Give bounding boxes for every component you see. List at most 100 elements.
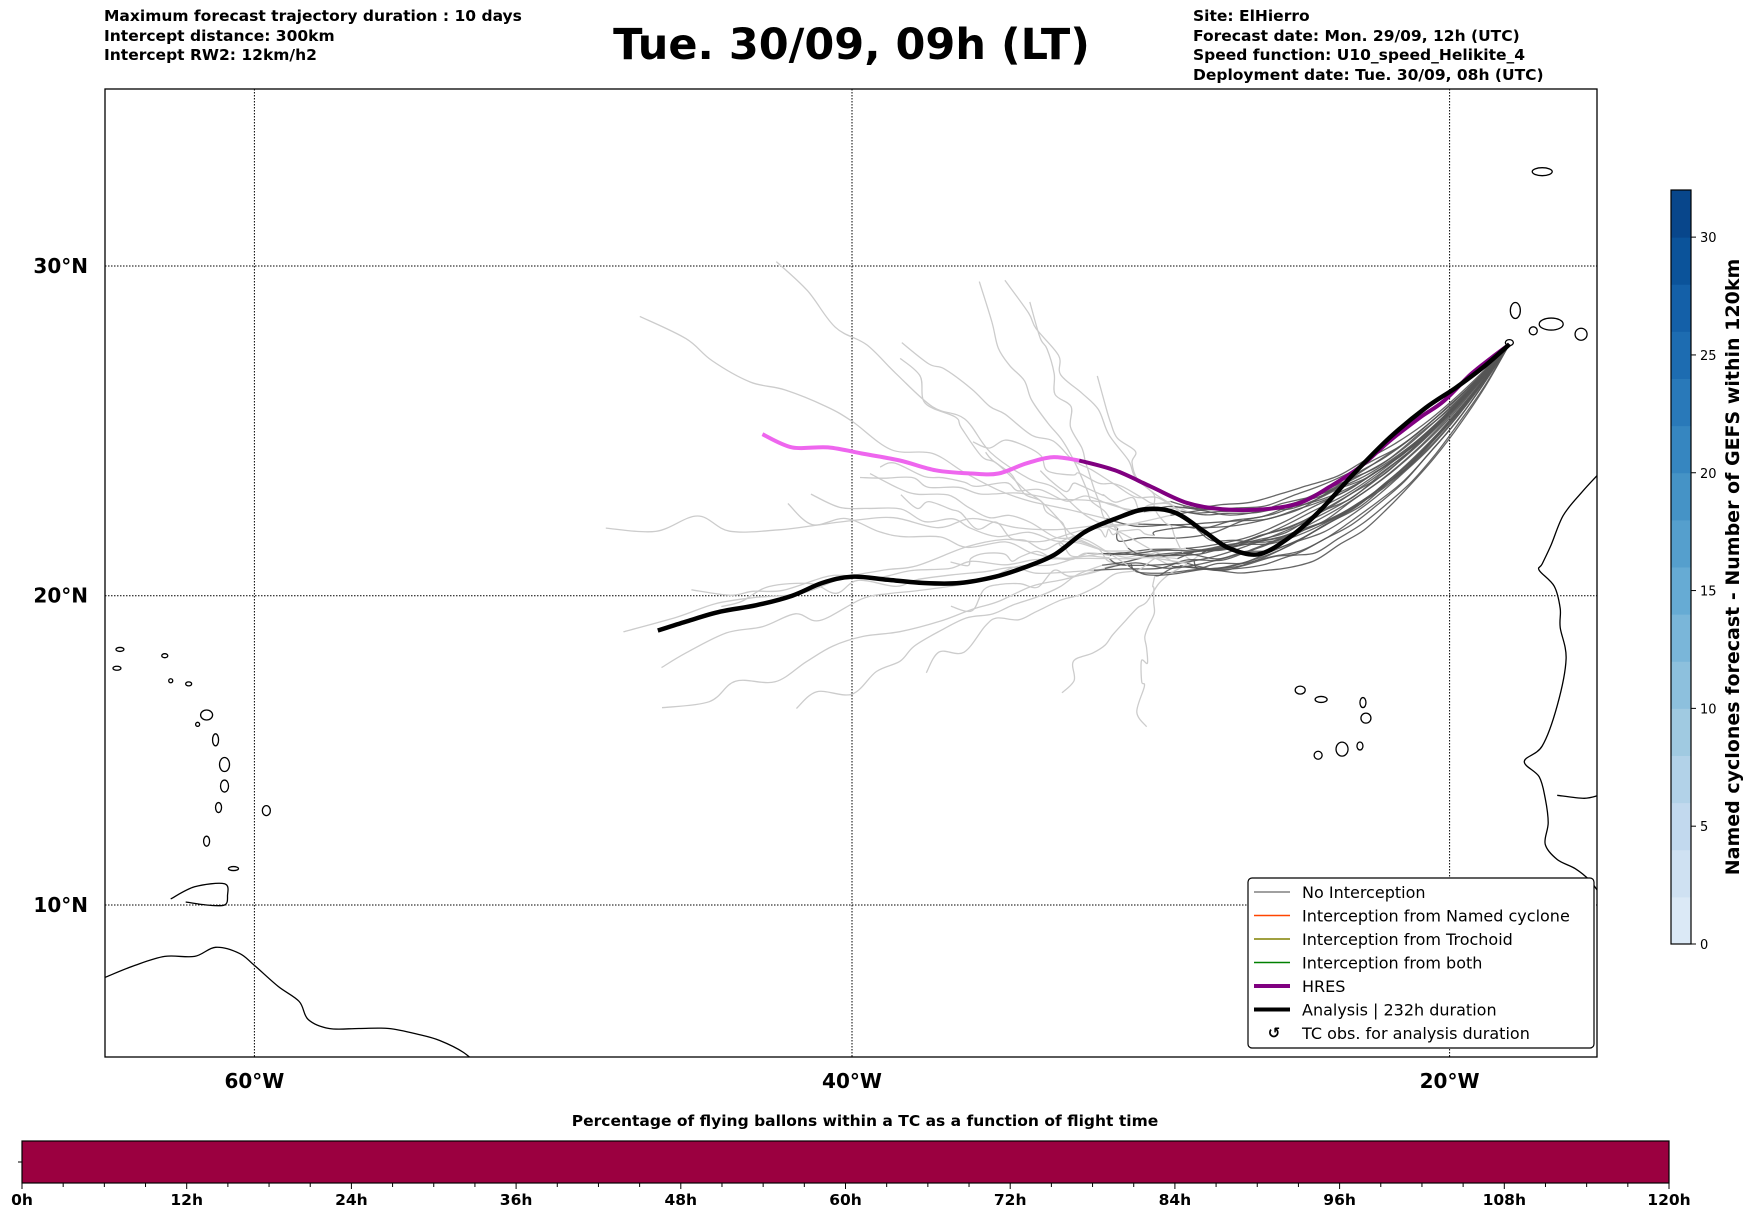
colorbar-title: Named cyclones forecast - Number of GEFS… [1722, 259, 1744, 876]
time-tick-label: 108h [1483, 1191, 1526, 1209]
trajectory-early [1162, 343, 1510, 560]
legend-label: HRES [1302, 977, 1345, 996]
trajectory-early [1152, 343, 1510, 536]
island [1528, 326, 1538, 336]
colorbar-segment [1671, 567, 1691, 615]
trajectory-late [985, 451, 1132, 565]
trajectory-late [869, 473, 1173, 567]
colorbar-tick-label: 10 [1700, 702, 1717, 717]
island [168, 678, 174, 684]
trajectory-late [899, 357, 1129, 566]
y-tick-label: 10°N [33, 893, 88, 917]
colorbar-segment [1671, 237, 1691, 285]
colorbar-segment [1671, 708, 1691, 756]
colorbar-segment [1671, 284, 1691, 332]
island [211, 733, 220, 747]
trajectory-late [1061, 552, 1203, 694]
legend-label: Interception from both [1302, 954, 1482, 973]
coastline [105, 946, 471, 1057]
time-tick-label: 12h [170, 1191, 203, 1209]
legend-label: Analysis | 232h duration [1302, 1001, 1497, 1020]
legend-label: No Interception [1302, 883, 1426, 902]
param-duration: Maximum forecast trajectory duration : 1… [104, 7, 522, 25]
trajectory-early [1093, 343, 1510, 571]
trajectory-late [810, 493, 1163, 558]
colorbar-tick-label: 15 [1700, 585, 1717, 600]
colorbar-tick-label: 25 [1700, 349, 1717, 364]
trajectory-late [1136, 575, 1156, 728]
trajectory-late [691, 552, 1104, 596]
island [219, 779, 230, 793]
trajectory-late [787, 503, 1188, 565]
legend-label: Interception from Trochoid [1302, 930, 1513, 949]
trajectory-early [1196, 343, 1510, 544]
y-tick-label: 30°N [33, 254, 88, 278]
flight-time-bar: 0h 12h 24h 36h 48h 60h 72h 84h 96h 108h 120h [11, 1140, 1691, 1209]
time-tick-label: 36h [500, 1191, 533, 1209]
x-tick-label: 60°W [224, 1069, 284, 1093]
info-speed-function: Speed function: U10_speed_Helikite_4 [1193, 46, 1526, 64]
chart-title: Tue. 30/09, 09h (LT) [613, 20, 1090, 70]
y-tick-label: 20°N [33, 584, 88, 608]
time-tick-label: 60h [829, 1191, 862, 1209]
island [214, 801, 223, 814]
legend-box [1247, 877, 1595, 1049]
colorbar-segment [1671, 896, 1691, 945]
colorbar-segment [1671, 190, 1691, 238]
tc-obs-marker-icon: ↺ [1268, 1024, 1281, 1042]
island [161, 653, 169, 659]
trajectory-late [900, 494, 1109, 559]
island [1313, 750, 1323, 760]
trajectory-late [605, 515, 1139, 533]
colorbar-segment [1671, 849, 1691, 898]
trajectory-late [1004, 279, 1198, 530]
legend: No Interception Interception from Named c… [1247, 877, 1595, 1049]
time-tick-label: 48h [664, 1191, 697, 1209]
island [1314, 695, 1328, 704]
trajectory-late [623, 514, 1171, 633]
trajectory-early [1108, 343, 1510, 567]
trajectory-late [901, 342, 1181, 512]
colorbar-tick-label: 20 [1700, 467, 1717, 482]
info-site: Site: ElHierro [1193, 7, 1310, 25]
colorbar-tick-label: 30 [1700, 231, 1717, 246]
trajectory-early [1193, 343, 1510, 570]
time-tick-label: 120h [1647, 1191, 1690, 1209]
hres-track-late [761, 432, 1080, 477]
colorbar: 0 5 10 15 20 25 30 [1670, 189, 1717, 953]
colorbar-segment [1671, 425, 1691, 474]
island [194, 721, 201, 727]
run-info: Site: ElHierro Forecast date: Mon. 29/09… [1193, 7, 1544, 85]
trajectory-early [1186, 343, 1510, 571]
colorbar-segment [1671, 378, 1691, 427]
run-parameters: Maximum forecast trajectory duration : 1… [104, 7, 522, 66]
trajectory-late [795, 564, 1103, 710]
colorbar-segment [1671, 661, 1691, 709]
island [261, 804, 272, 817]
trajectory-late [978, 281, 1129, 549]
trajectory-late [1039, 470, 1189, 513]
coastlines [105, 167, 1597, 1057]
trajectory-early [1180, 343, 1510, 516]
trajectory-late [859, 476, 1183, 513]
island [1538, 317, 1564, 331]
main-tracks [657, 342, 1511, 633]
island [199, 709, 214, 721]
island [1360, 712, 1372, 724]
trajectory-late [925, 556, 1178, 674]
colorbar-segment [1671, 519, 1691, 568]
param-intercept-rw2: Intercept RW2: 12km/h2 [104, 46, 317, 64]
trajectory-late [661, 567, 1105, 709]
axis-ticks: 60°W 40°W 20°W 10°N 20°N 30°N [33, 254, 1479, 1093]
island [1294, 685, 1306, 695]
time-tick-label: 84h [1159, 1191, 1192, 1209]
island [185, 681, 193, 687]
trajectory-early [1179, 343, 1510, 574]
time-tick-label: 24h [335, 1191, 368, 1209]
trajectory-early [1185, 343, 1510, 551]
trajectory-late [639, 315, 1107, 520]
trajectory-late [950, 550, 1111, 567]
colorbar-segment [1671, 331, 1691, 379]
x-tick-label: 40°W [822, 1069, 882, 1093]
